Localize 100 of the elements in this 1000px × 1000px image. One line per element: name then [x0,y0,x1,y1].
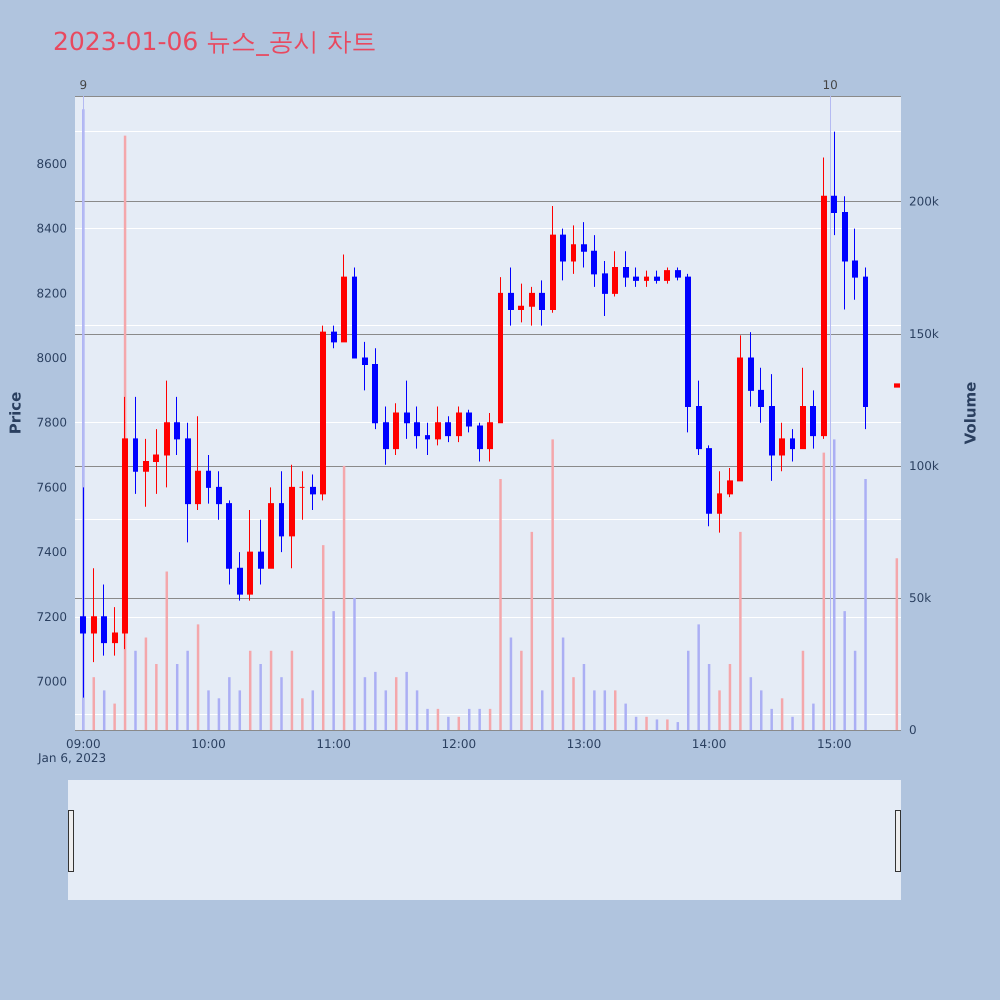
candlestick [258,519,264,585]
candlestick [498,276,503,424]
bar [166,572,168,730]
candlestick [226,500,232,585]
candlestick [279,470,284,553]
candlestick [717,470,722,534]
bar [770,708,773,730]
candlestick [331,325,337,349]
candlestick [320,325,326,501]
bar [384,690,388,730]
bar [155,664,158,730]
candlestick [550,205,556,314]
bar [364,677,366,730]
bar [854,650,856,730]
chart-title: 2023-01-06 뉴스_공시 차트 [53,27,377,56]
bar [259,664,262,730]
ref-line-label: 9 [80,78,88,92]
candlestick [664,266,670,284]
bar [238,690,242,730]
candlestick [445,416,451,443]
bar [468,708,470,730]
bar [488,708,492,730]
bar [436,708,440,730]
candlestick [696,380,702,456]
bar [353,598,356,730]
bar [186,650,189,730]
bar [624,704,627,730]
bar [510,638,512,730]
y2-tick-label: 200k [909,194,939,209]
candlestick [571,224,576,274]
y-tick-label: 8400 [36,222,67,236]
candlestick [706,444,712,527]
candlestick [810,390,816,450]
bar [780,698,784,730]
candlestick [153,428,159,494]
bar [458,716,460,730]
candlestick [268,486,274,569]
bar [634,716,638,730]
x-tick-label: 11:00 [316,737,351,751]
bar [207,690,210,730]
candlestick [602,260,608,316]
candlestick [91,568,97,663]
x-tick-label: 13:00 [566,737,602,751]
bar [102,690,106,730]
candlestick [842,196,848,310]
bar [447,716,450,730]
bar [802,650,804,730]
candlestick [831,131,837,236]
candlestick [508,266,514,326]
bar [562,638,564,730]
candlestick [518,283,524,323]
candlestick [341,254,347,342]
candlestick [727,467,733,498]
y2-axis-title: Volume [962,382,980,444]
candlestick [299,470,305,520]
bar [593,690,596,730]
candlestick [529,286,535,326]
bar [645,716,648,730]
bar [342,466,346,730]
candlestick [685,273,691,433]
bar [301,698,304,730]
bar [290,650,294,730]
bar [582,664,586,730]
candlestick [206,454,211,504]
bar [896,558,898,730]
y-tick-label: 7800 [36,416,67,430]
x-tick-label: 09:00 [66,737,101,751]
candlestick [821,156,827,440]
bar [196,624,200,730]
candlestick [737,334,743,482]
candlestick [612,250,618,298]
candlestick [237,552,243,602]
bar [228,677,231,730]
candlestick [654,270,660,284]
bar [739,532,742,730]
bar [864,479,867,730]
candlestick [675,266,681,281]
candlestick [539,280,545,326]
bar [572,677,575,730]
y-tick-label: 8600 [36,156,67,171]
bar [728,664,732,730]
y2-tick-label: 150k [909,326,939,341]
x-tick-label: 10:00 [191,737,226,751]
candlestick [852,228,858,300]
bar [248,650,252,730]
candlestick [247,510,253,602]
candlestick [425,422,430,456]
y2-tick-label: 100k [909,458,939,473]
candlestick [216,470,222,520]
candlestick [623,250,629,288]
bar [332,611,335,730]
candlestick [581,222,587,268]
bar [697,624,700,730]
bar [540,690,544,730]
candlestick [633,266,639,288]
candlestick [758,367,764,424]
candlestick [195,416,201,511]
bar [176,664,178,730]
candlestick [894,383,900,388]
bar [812,704,815,730]
